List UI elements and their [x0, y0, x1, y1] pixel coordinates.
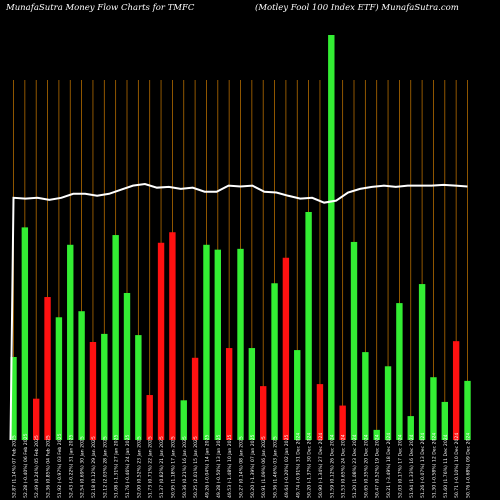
- x-tick-label: 52.12 (2.03%) 28 Jan 2025: [102, 436, 108, 498]
- x-tick-label: 51.92 (-0.97%) 03 Feb 2025: [57, 433, 63, 498]
- bar: [112, 235, 119, 440]
- bar: [294, 350, 301, 440]
- money-flow-line: [9, 183, 468, 441]
- x-tick-label: 50.91 (1.09%) 06 Jan 2025: [261, 436, 267, 498]
- x-tick-label: 50.90 (-1.34%) 27 Dec 2024: [318, 433, 324, 498]
- bar: [339, 405, 346, 440]
- x-tick-label: 50.47 (0.52%) 19 Dec 2024: [375, 434, 381, 498]
- x-tick-label: 52.36 (0.85%) 04 Feb 2025: [46, 435, 52, 498]
- bar: [237, 248, 244, 440]
- x-tick-label: 50.25 (2.01%) 15 Jan 2025: [193, 436, 199, 498]
- bar: [89, 341, 97, 440]
- bar: [157, 242, 165, 440]
- bar: [350, 241, 358, 440]
- x-tick-label: 50.36 (1.46%) 03 Jan 2025: [273, 436, 279, 498]
- bar: [430, 377, 437, 440]
- x-tick-label: 51.26 (-0.07%) 13 Dec 2024: [420, 433, 426, 498]
- bar: [441, 401, 448, 440]
- bar: [146, 395, 153, 440]
- x-tick-label: 50.71 (-0.10%) 10 Dec 2024: [454, 433, 460, 498]
- x-tick-label: 51.37 (0.82%) 21 Jan 2025: [159, 436, 165, 498]
- bar: [191, 357, 199, 440]
- x-tick-label: 51.94 (1.33%) 16 Dec 2024: [409, 434, 415, 498]
- bar: [169, 232, 176, 440]
- bar: [101, 333, 108, 440]
- bar: [135, 335, 142, 440]
- x-tick-label: 51.76 (-0.46%) 24 Jan 2025: [125, 434, 131, 498]
- x-tick-label: 49.74 (-0.91%) 31 Dec 2024: [295, 433, 301, 498]
- bar: [180, 400, 187, 440]
- bar: [418, 284, 426, 440]
- x-tick-label: 51.59 (0.12%) 26 Dec 2024: [329, 434, 335, 498]
- x-tick-label: 49.64 (-0.20%) 02 Jan 2025: [284, 434, 290, 498]
- chart-title: MunafaSutra Money Flow Charts for TMFC: [6, 3, 195, 13]
- bar: [464, 380, 471, 440]
- x-tick-label: 52.87 (1.14%) 07 Feb 2025: [12, 435, 18, 498]
- x-tick-label: 50.27 (0.14%) 08 Jan 2025: [239, 436, 245, 498]
- bar: [78, 311, 85, 440]
- bar: [44, 297, 51, 440]
- x-tick-label: 51.30 (-0.58%) 12 Dec 2024: [431, 433, 437, 498]
- x-tick-label: 50.95 (1.18%) 17 Jan 2025: [170, 436, 176, 498]
- bar: [123, 292, 131, 440]
- x-tick-label: 49.53 (-1.48%) 10 Jan 2025: [227, 434, 233, 498]
- x-tick-label: 49.28 (-0.50%) 13 Jan 2025: [216, 434, 222, 498]
- x-tick-label: 50.20 (-1.39%) 07 Jan 2025: [250, 434, 256, 498]
- bar: [214, 249, 221, 440]
- bar: [384, 366, 392, 440]
- x-tick-label: 50.76 (-0.68%) 09 Dec 2024: [466, 433, 472, 498]
- bar: [21, 227, 29, 440]
- x-tick-label: 50.65 (0.35%) 20 Dec 2024: [363, 434, 369, 498]
- bar: [55, 317, 63, 440]
- x-tick-label: 49.26 (-0.04%) 14 Jan 2025: [204, 434, 210, 498]
- x-tick-label: 50.21 (-3.49%) 18 Dec 2024: [386, 433, 392, 498]
- x-tick-label: 51.20 (1.08%) 23 Dec 2024: [352, 434, 358, 498]
- bar: [282, 257, 290, 440]
- bar: [33, 398, 40, 440]
- bar: [248, 348, 256, 440]
- x-tick-label: 52.43 (-0.22%) 31 Jan 2025: [68, 434, 74, 498]
- bar: [225, 348, 233, 440]
- bar: [10, 356, 17, 440]
- bar: [271, 283, 278, 440]
- x-tick-label: 52.28 (-0.40%) 06 Feb 2025: [23, 433, 29, 498]
- bar: [407, 416, 414, 440]
- bar: [67, 244, 74, 440]
- bar: [203, 244, 210, 440]
- bar: [396, 303, 403, 440]
- x-tick-label: 51.73 (0.71%) 22 Jan 2025: [148, 436, 154, 498]
- bar: [452, 341, 460, 440]
- x-tick-label: 52.49 (0.24%) 05 Feb 2025: [34, 435, 40, 498]
- x-tick-label: 52.54 (0.69%) 30 Jan 2025: [80, 436, 86, 498]
- bar: [362, 352, 369, 440]
- x-tick-label: 52.00 (0.52%) 23 Jan 2025: [136, 436, 142, 498]
- x-tick-label: 50.20 (-1.37%) 30 Dec 2024: [307, 433, 313, 498]
- bar: [373, 429, 380, 440]
- bar: [316, 384, 324, 440]
- x-tick-label: 50.36 (0.21%) 16 Jan 2025: [182, 436, 188, 498]
- x-tick-label: 51.60 (1.76%) 11 Dec 2024: [443, 434, 449, 498]
- x-tick-label: 52.18 (0.12%) 29 Jan 2025: [91, 436, 97, 498]
- x-tick-label: 51.08 (-1.31%) 27 Jan 2025: [114, 434, 120, 498]
- chart-subtitle: (Motley Fool 100 Index ETF) MunafaSutra.…: [255, 3, 459, 13]
- bar: [305, 211, 312, 440]
- x-tick-label: 51.53 (0.65%) 24 Dec 2024: [341, 434, 347, 498]
- x-tick-label: 52.03 (0.17%) 17 Dec 2024: [397, 434, 403, 498]
- bar: [328, 35, 335, 440]
- bar: [260, 386, 267, 440]
